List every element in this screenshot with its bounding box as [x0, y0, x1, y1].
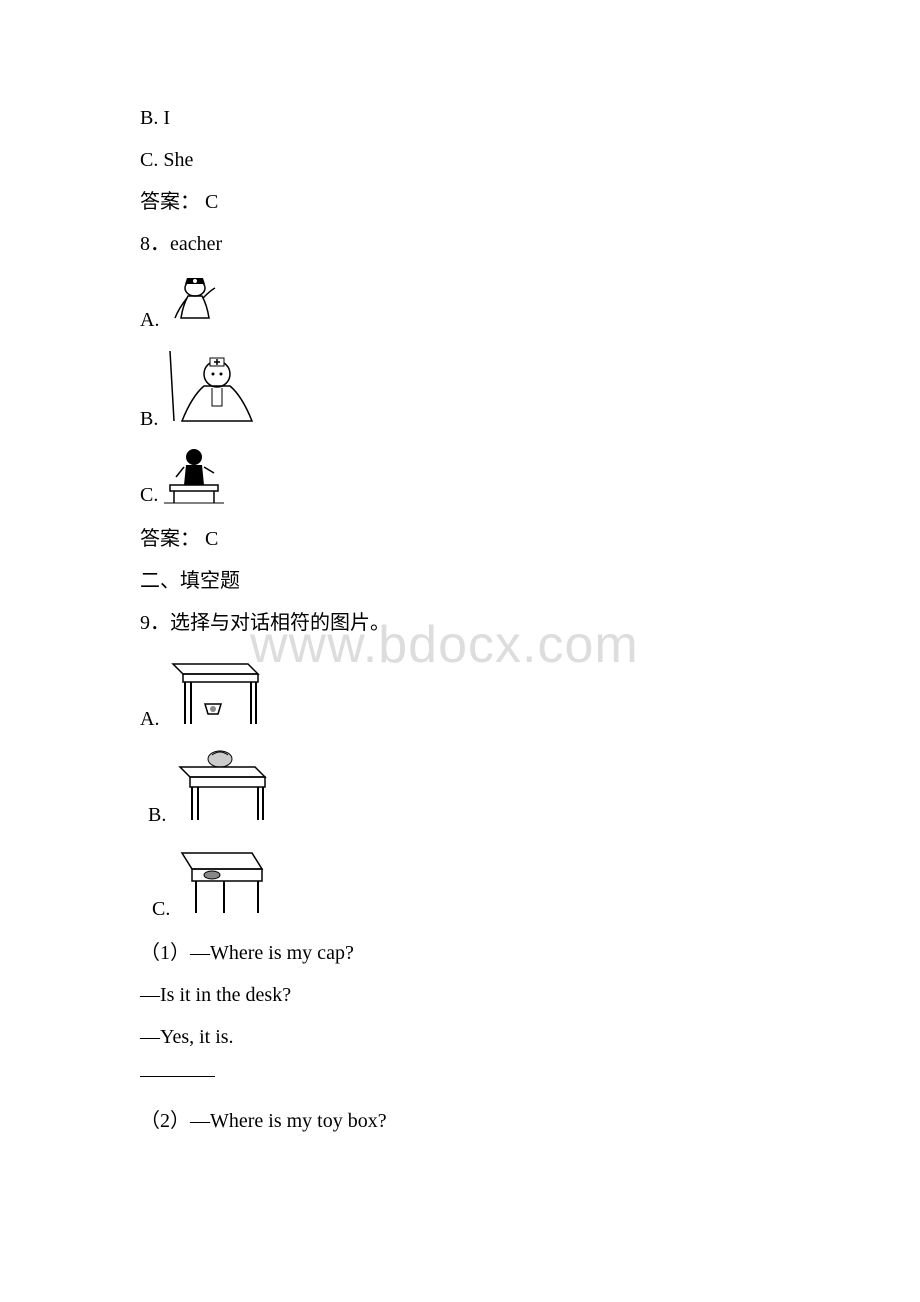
q7-option-c: C. She [140, 142, 780, 178]
q9-option-c-row: C. [152, 841, 780, 921]
document-content: B. I C. She 答案： C 8．eacher A. B. C. [140, 100, 780, 1139]
q8-option-a-row: A. [140, 270, 780, 332]
nurse-doctor-icon [162, 346, 277, 431]
q9-part1-line1: （1）—Where is my cap? [140, 935, 780, 971]
q9-label-a: A. [140, 708, 159, 731]
q9-part2-line1: （2）—Where is my toy box? [140, 1103, 780, 1139]
q9-part1-blank [140, 1061, 780, 1097]
desk-with-item-inside-icon [174, 841, 269, 921]
police-officer-icon [163, 270, 228, 332]
desk-with-item-on-top-icon [170, 745, 275, 827]
q9-title: 9．选择与对话相符的图片。 [140, 605, 780, 641]
q9-label-b: B. [148, 804, 166, 827]
q9-part1-line3: —Yes, it is. [140, 1019, 780, 1055]
q8-option-b-row: B. [140, 346, 780, 431]
q8-answer: 答案： C [140, 521, 780, 557]
q8-label-b: B. [140, 408, 158, 431]
q8-option-c-row: C. [140, 445, 780, 507]
q9-label-c: C. [152, 898, 170, 921]
q9-part1-line2: —Is it in the desk? [140, 977, 780, 1013]
q8-title: 8．eacher [140, 226, 780, 262]
desk-with-item-under-icon [163, 649, 268, 731]
section-2-title: 二、填空题 [140, 563, 780, 599]
q8-label-c: C. [140, 484, 158, 507]
q8-label-a: A. [140, 309, 159, 332]
q7-option-b: B. I [140, 100, 780, 136]
teacher-icon [162, 445, 227, 507]
q9-option-b-row: B. [148, 745, 780, 827]
q9-option-a-row: A. [140, 649, 780, 731]
q7-answer: 答案： C [140, 184, 780, 220]
